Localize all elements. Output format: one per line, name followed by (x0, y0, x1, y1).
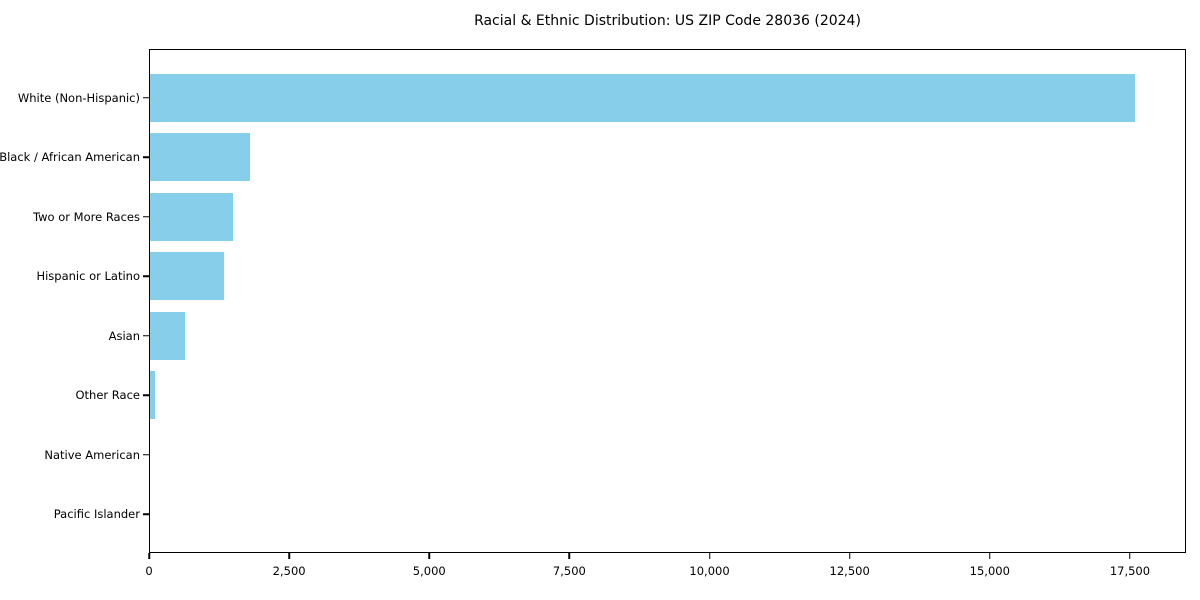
x-tick-label: 15,000 (969, 564, 1010, 578)
x-tick-label: 12,500 (829, 564, 870, 578)
x-tick-label: 17,500 (1109, 564, 1151, 578)
y-axis-label: Two or More Races (33, 209, 140, 224)
bar-row: Native American (44, 425, 1185, 485)
y-axis-label: Black / African American (0, 150, 140, 165)
bar-row: Other Race (76, 366, 1185, 426)
x-tick-mark (428, 553, 431, 559)
x-tick-label: 7,500 (552, 564, 586, 578)
y-axis-label: Hispanic or Latino (36, 269, 140, 284)
x-tick-label: 10,000 (689, 564, 730, 578)
bar (150, 73, 1135, 122)
bar (150, 371, 156, 420)
x-tick-label: 0 (145, 564, 153, 578)
y-axis-label: Pacific Islander (53, 507, 140, 522)
bar (150, 252, 224, 301)
bar-row: Pacific Islander (54, 485, 1185, 545)
x-tick-label: 2,500 (272, 564, 306, 578)
bar-row: Two or More Races (33, 187, 1185, 247)
x-tick-mark (148, 553, 150, 559)
bar-row: White (Non-Hispanic) (18, 68, 1185, 128)
x-tick-mark (848, 553, 851, 559)
y-axis-label: Asian (108, 328, 140, 343)
x-tick-mark (288, 553, 290, 559)
x-axis-ticks: 0 2,500 5,000 7,500 10,000 12,500 15,000 17,500 (145, 553, 1186, 589)
y-tick-mark (143, 156, 149, 158)
y-axis-label: Other Race (75, 388, 141, 403)
y-tick-mark (143, 513, 149, 515)
chart-title: Racial & Ethnic Distribution: US ZIP Cod… (474, 13, 861, 29)
x-tick-mark (989, 553, 991, 559)
x-tick-mark (708, 553, 711, 559)
y-tick-mark (143, 275, 149, 277)
y-tick-mark (143, 394, 149, 396)
bar (150, 311, 185, 360)
x-tick-mark (568, 553, 571, 559)
y-tick-mark (143, 454, 149, 456)
y-axis-label: White (Non-Hispanic) (17, 90, 140, 105)
bar-row: Asian (109, 306, 1185, 366)
bar (150, 192, 233, 241)
plot-area: White (Non-Hispanic) Black / African Ame… (0, 49, 1186, 553)
x-tick-label: 5,000 (412, 564, 446, 578)
y-tick-mark (143, 97, 149, 99)
bar-row: Black / African American (0, 128, 1185, 188)
y-tick-mark (143, 335, 149, 337)
x-tick-mark (1129, 553, 1131, 559)
bar (150, 133, 250, 182)
y-tick-mark (143, 216, 149, 218)
bar-rows-container: White (Non-Hispanic) Black / African Ame… (0, 50, 1185, 552)
y-axis-label: Native American (44, 447, 140, 462)
bar-row: Hispanic or Latino (36, 247, 1185, 307)
